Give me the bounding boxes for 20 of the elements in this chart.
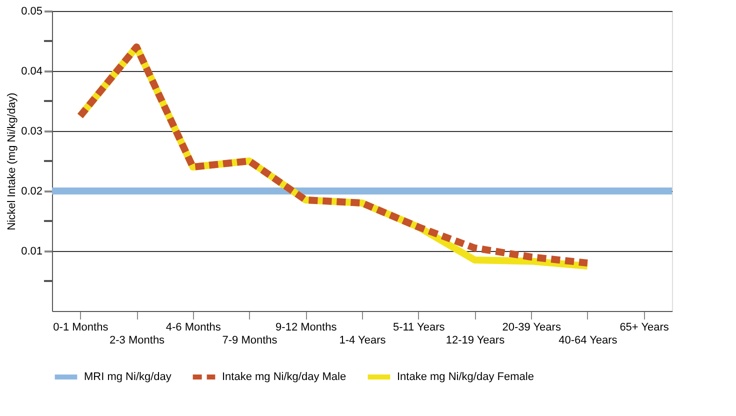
x-tick-label: 12-19 Years — [446, 334, 506, 346]
x-tick-label: 4-6 Months — [166, 322, 222, 334]
x-tick-label: 2-3 Months — [110, 334, 166, 346]
y-tick-label: 0.05 — [21, 6, 42, 18]
x-tick-label: 7-9 Months — [222, 334, 278, 346]
legend-label: MRI mg Ni/kg/day — [84, 371, 172, 383]
x-tick-label: 20-39 Years — [502, 322, 562, 334]
x-tick-label: 40-64 Years — [558, 334, 618, 346]
y-tick-label: 0.03 — [21, 126, 42, 138]
y-tick-label: 0.04 — [21, 66, 42, 78]
x-tick-label: 9-12 Months — [276, 322, 338, 334]
y-tick-label: 0.01 — [21, 246, 42, 258]
x-tick-label: 65+ Years — [620, 322, 670, 334]
x-tick-label: 5-11 Years — [392, 322, 446, 334]
y-axis-title: Nickel Intake (mg Ni/kg/day) — [6, 92, 18, 230]
legend-label: Intake mg Ni/kg/day Male — [222, 371, 346, 383]
legend-label: Intake mg Ni/kg/day Female — [397, 371, 534, 383]
y-tick-label: 0.02 — [21, 186, 42, 198]
x-tick-label: 0-1 Months — [53, 322, 109, 334]
x-tick-label: 1-4 Years — [339, 334, 386, 346]
